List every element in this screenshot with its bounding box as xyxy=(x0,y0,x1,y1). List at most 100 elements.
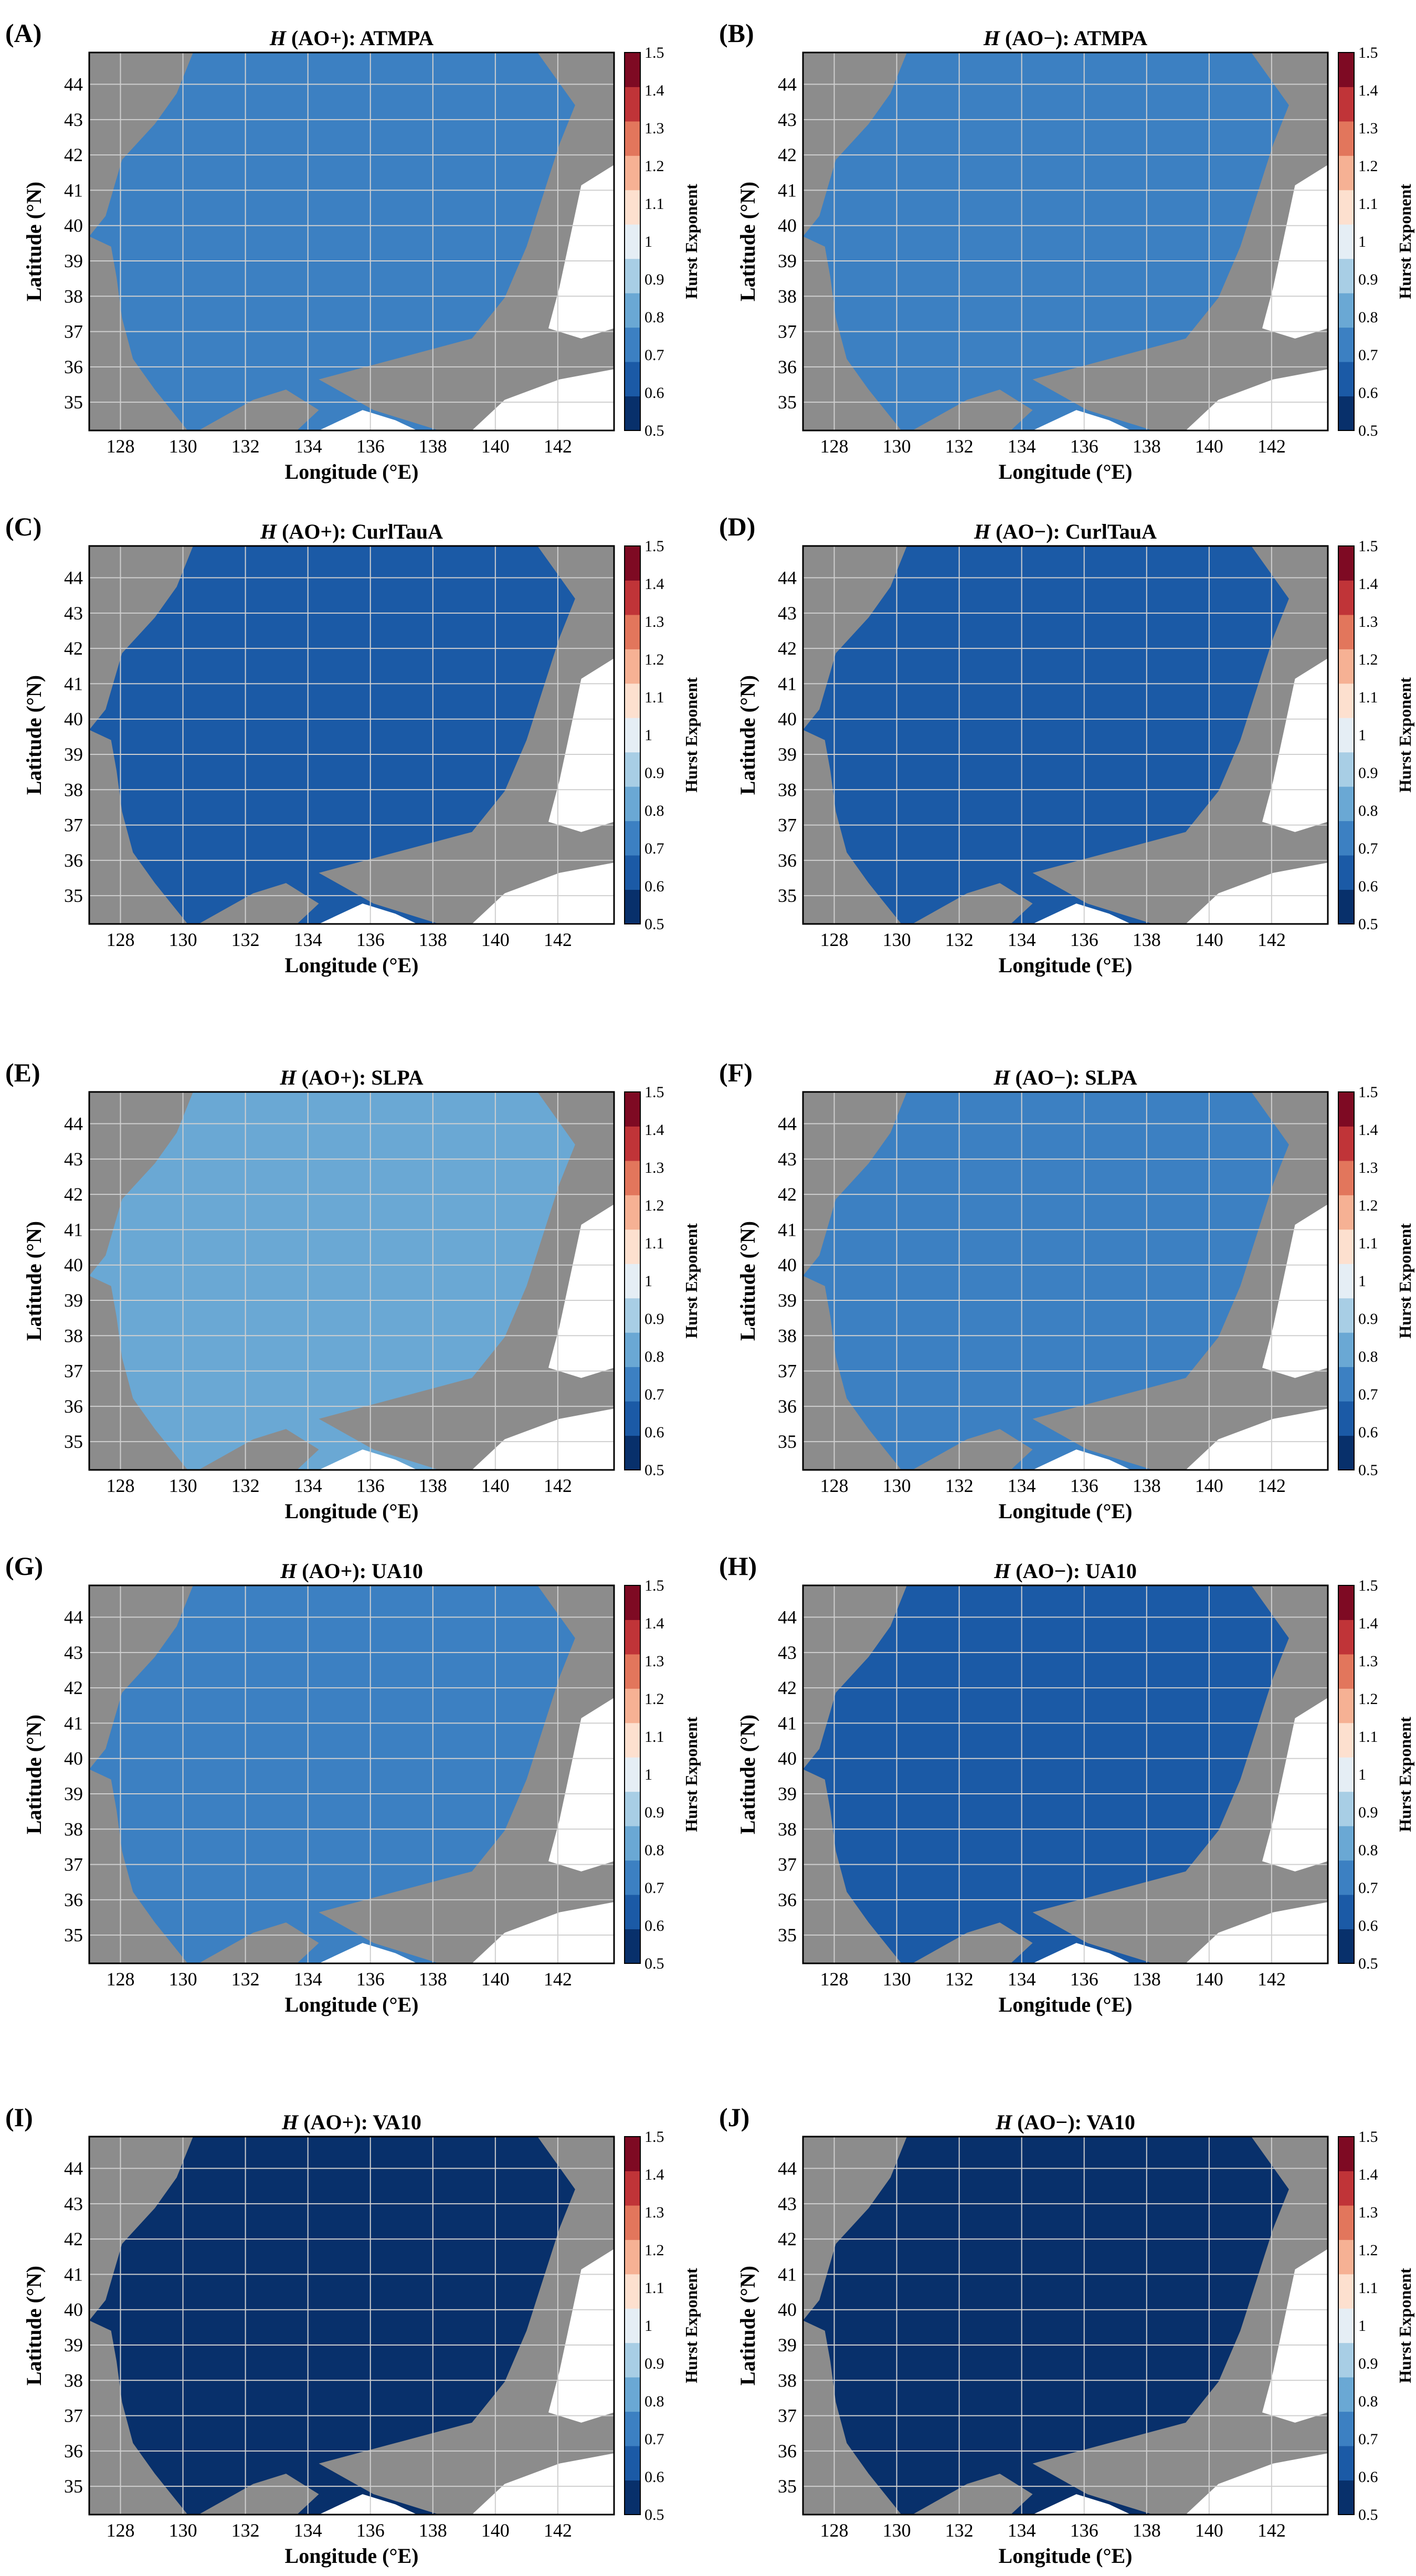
colorbar-tick-label: 1 xyxy=(644,233,652,250)
x-tick-label: 128 xyxy=(820,1475,849,1496)
grid-lines xyxy=(89,52,614,430)
x-tick-label: 130 xyxy=(883,2520,911,2541)
x-tick-label: 132 xyxy=(945,929,974,950)
colorbar-segment xyxy=(1338,855,1354,890)
panel-label: (I) xyxy=(5,2102,33,2132)
colorbar-segment xyxy=(625,2480,640,2515)
colorbar-tick-label: 1.3 xyxy=(1358,1159,1378,1176)
y-tick-label: 35 xyxy=(778,1431,797,1452)
x-tick-label: 136 xyxy=(1070,2520,1098,2541)
colorbar-segment xyxy=(1338,1195,1354,1230)
x-tick-label: 140 xyxy=(481,1969,510,1990)
grid-lines xyxy=(803,2137,1328,2515)
y-tick-label: 35 xyxy=(778,2476,797,2497)
colorbar-segment xyxy=(1338,396,1354,431)
y-tick-label: 40 xyxy=(778,709,797,730)
colorbar-tick-label: 0.7 xyxy=(1358,346,1378,364)
colorbar-segment xyxy=(625,1791,640,1826)
colorbar-segment xyxy=(1338,258,1354,293)
x-tick-label: 140 xyxy=(481,1475,510,1496)
y-tick-label: 37 xyxy=(64,2405,83,2426)
colorbar-tick-label: 1.4 xyxy=(644,2166,664,2183)
colorbar-segment xyxy=(625,293,640,328)
y-tick-label: 43 xyxy=(778,2193,797,2214)
x-tick-label: 128 xyxy=(820,1969,849,1990)
colorbar-tick-label: 0.8 xyxy=(1358,1348,1378,1365)
map-frame xyxy=(802,51,1329,432)
colorbar-tick-label: 1.5 xyxy=(1358,1577,1378,1594)
colorbar-segment xyxy=(1338,1401,1354,1436)
colorbar-tick-label: 1 xyxy=(644,2317,652,2335)
panel-title: H (AO+): UA10 xyxy=(280,1559,423,1583)
y-tick-label: 43 xyxy=(778,109,797,130)
colorbar-segment xyxy=(1338,1160,1354,1195)
colorbar-segment xyxy=(625,2342,640,2378)
colorbar-tick-label: 1.1 xyxy=(1358,689,1378,706)
colorbar: 1.5 1.4 1.3 1.2 1.1 1 0.9 0.8 0.7 0.6 0.5 Hurst Exp… xyxy=(1338,1577,1414,1972)
x-tick-label: 132 xyxy=(231,1475,260,1496)
colorbar-segment xyxy=(625,1195,640,1230)
y-tick-label: 41 xyxy=(64,180,83,201)
panel-title: H (AO+): ATMPA xyxy=(269,26,434,50)
colorbar-segment xyxy=(1338,87,1354,122)
y-tick-label: 44 xyxy=(778,1113,797,1134)
y-tick-label: 38 xyxy=(64,286,83,307)
y-tick-label: 36 xyxy=(778,1889,797,1910)
y-tick-label: 39 xyxy=(778,2335,797,2356)
colorbar-segment xyxy=(625,396,640,431)
colorbar-segment xyxy=(625,155,640,191)
colorbar: 1.5 1.4 1.3 1.2 1.1 1 0.9 0.8 0.7 0.6 0.5 Hurst Exp… xyxy=(624,2128,701,2524)
x-tick-label: 130 xyxy=(883,436,911,457)
colorbar-segment xyxy=(625,1401,640,1436)
x-tick-label: 132 xyxy=(231,2520,260,2541)
x-tick-label: 130 xyxy=(883,929,911,950)
colorbar-segment xyxy=(1338,1229,1354,1264)
colorbar-segment xyxy=(1338,2205,1354,2240)
x-tick-label: 142 xyxy=(1258,2520,1286,2541)
x-tick-label: 138 xyxy=(419,929,447,950)
y-tick-label: 42 xyxy=(778,1677,797,1698)
colorbar-tick-label: 0.6 xyxy=(1358,1917,1378,1934)
x-tick-label: 142 xyxy=(1258,436,1286,457)
y-tick-label: 40 xyxy=(778,1748,797,1769)
y-tick-label: 41 xyxy=(64,1712,83,1733)
map-frame xyxy=(88,1091,615,1471)
x-tick-label: 134 xyxy=(294,2520,322,2541)
colorbar-segment xyxy=(1338,362,1354,397)
x-tick-label: 138 xyxy=(1133,929,1161,950)
x-tick-label: 140 xyxy=(1195,1969,1223,1990)
colorbar-segment xyxy=(625,752,640,787)
y-tick-label: 41 xyxy=(64,1219,83,1240)
x-tick-label: 142 xyxy=(544,2520,572,2541)
colorbar-tick-label: 1.1 xyxy=(644,1728,664,1746)
colorbar-segment xyxy=(1338,889,1354,924)
colorbar-tick-label: 1.2 xyxy=(644,1197,664,1214)
colorbar-tick-label: 1.3 xyxy=(1358,120,1378,137)
x-tick-label: 134 xyxy=(1008,1969,1036,1990)
colorbar: 1.5 1.4 1.3 1.2 1.1 1 0.9 0.8 0.7 0.6 0.5 Hurst Exp… xyxy=(624,538,701,933)
colorbar-tick-label: 0.6 xyxy=(644,1917,664,1934)
y-tick-label: 42 xyxy=(64,638,83,659)
colorbar-segment xyxy=(625,2377,640,2412)
colorbar-tick-label: 1.5 xyxy=(644,1084,664,1101)
colorbar-tick-label: 1.4 xyxy=(644,575,664,593)
y-axis-label: Latitude (°N) xyxy=(22,1715,46,1834)
y-tick-label: 40 xyxy=(778,2299,797,2320)
y-tick-label: 39 xyxy=(64,744,83,765)
map-frame xyxy=(802,1584,1329,1964)
map-frame xyxy=(802,545,1329,925)
colorbar-tick-label: 0.8 xyxy=(1358,802,1378,819)
y-tick-label: 36 xyxy=(64,2441,83,2462)
y-tick-label: 37 xyxy=(778,1361,797,1382)
y-tick-label: 43 xyxy=(778,1149,797,1170)
x-tick-label: 132 xyxy=(945,436,974,457)
colorbar-tick-label: 1.2 xyxy=(1358,2242,1378,2259)
y-tick-label: 39 xyxy=(778,1290,797,1311)
panel-title: H (AO−): ATMPA xyxy=(983,26,1147,50)
y-tick-label: 39 xyxy=(778,1783,797,1804)
